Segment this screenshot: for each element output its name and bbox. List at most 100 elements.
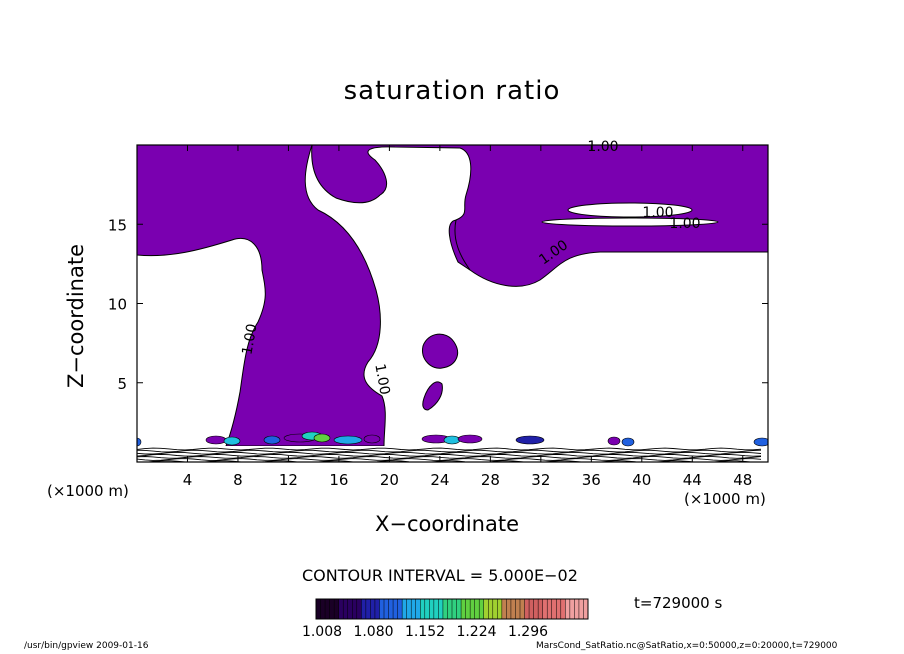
surface-contour-line — [137, 451, 762, 455]
plot-area — [137, 145, 768, 462]
colorbar-swatch — [424, 599, 430, 619]
colorbar-swatch — [470, 599, 476, 619]
colorbar-swatch — [569, 599, 575, 619]
colorbar-swatch — [388, 599, 394, 619]
contour-label: 1.00 — [371, 363, 392, 396]
colorbar-swatch — [384, 599, 389, 619]
colorbar-swatch — [515, 599, 521, 619]
colorbar-swatch — [565, 599, 571, 619]
colorbar-swatch — [483, 599, 489, 619]
colorbar-swatch — [347, 599, 353, 619]
x-axis: 4 8 12 16 20 24 28 32 36 40 44 48 — [183, 145, 752, 489]
colorbar-swatch — [352, 599, 358, 619]
colorbar-swatch — [578, 599, 584, 619]
x-tick-label: 24 — [430, 471, 449, 489]
colorbar-swatch — [551, 599, 557, 619]
x-tick-label: 48 — [733, 471, 752, 489]
colorbar-tick-label: 1.008 — [302, 624, 342, 640]
colorbar-swatch — [370, 599, 376, 619]
colorbar-swatch — [415, 599, 421, 619]
x-unit-label-right: (×1000 m) — [684, 490, 766, 508]
surface-blob — [333, 435, 363, 445]
time-label: t=729000 s — [634, 594, 723, 612]
x-tick-label: 8 — [233, 471, 243, 489]
colorbar-swatch — [320, 599, 326, 619]
surface-blob — [263, 435, 281, 445]
y-tick-label: 5 — [117, 375, 127, 393]
surface-contour-line — [137, 460, 760, 462]
colorbar-swatch — [488, 599, 494, 619]
colorbar-swatch — [356, 599, 362, 619]
x-tick-label: 40 — [632, 471, 651, 489]
surface-blob — [515, 435, 545, 445]
colorbar-swatch — [465, 599, 471, 619]
surface-contour-bands — [137, 431, 768, 462]
colorbar-swatch — [379, 599, 385, 619]
colorbar-swatch — [529, 599, 534, 619]
colorbar-swatch — [542, 599, 548, 619]
colorbar-swatch — [533, 599, 539, 619]
unsaturated-lens-lower — [541, 217, 719, 227]
contour-interval-text: CONTOUR INTERVAL = 5.000E−02 — [302, 566, 578, 585]
colorbar-swatch — [447, 599, 453, 619]
colorbar-swatch — [438, 599, 444, 619]
colorbar-swatch — [497, 599, 503, 619]
colorbar-swatch — [520, 599, 525, 619]
colorbar-swatch — [492, 599, 498, 619]
colorbar-swatch — [538, 599, 544, 619]
surface-blob — [223, 436, 241, 446]
surface-contour-line — [137, 456, 762, 459]
colorbar-swatch — [461, 599, 466, 619]
saturation-fill-region-5 — [422, 381, 443, 411]
colorbar-tick-label: 1.152 — [405, 624, 445, 640]
surface-blob — [443, 435, 461, 445]
contour-label: 1.00 — [669, 216, 700, 232]
colorbar-tick-label: 1.296 — [508, 624, 548, 640]
colorbar-swatch — [397, 599, 403, 619]
colorbar-swatch — [420, 599, 426, 619]
colorbar: 1.008 1.080 1.152 1.224 1.296 — [302, 598, 589, 640]
surface-contour-line — [137, 458, 762, 461]
y-tick-label: 15 — [108, 216, 127, 234]
surface-blob — [363, 434, 381, 444]
colorbar-swatch — [452, 599, 457, 619]
colorbar-swatch — [329, 599, 335, 619]
colorbar-tick-label: 1.080 — [353, 624, 393, 640]
y-axis-label: Z−coordinate — [64, 244, 88, 388]
supersaturated-region — [137, 145, 768, 447]
colorbar-swatch — [334, 599, 340, 619]
chart-title: saturation ratio — [343, 76, 561, 106]
colorbar-swatch — [374, 599, 380, 619]
colorbar-swatch — [433, 599, 439, 619]
x-tick-label: 28 — [481, 471, 500, 489]
x-tick-label: 36 — [582, 471, 601, 489]
colorbar-swatch — [547, 599, 553, 619]
colorbar-swatch — [560, 599, 566, 619]
colorbar-swatch — [524, 599, 530, 619]
colorbar-swatch — [316, 599, 321, 619]
x-tick-label: 20 — [380, 471, 399, 489]
x-tick-label: 12 — [279, 471, 298, 489]
colorbar-swatch — [411, 599, 417, 619]
colorbar-swatch — [479, 599, 485, 619]
colorbar-swatch — [402, 599, 408, 619]
surface-blob — [137, 437, 142, 447]
surface-contour-line — [137, 449, 762, 453]
colorbar-swatch — [365, 599, 371, 619]
colorbar-swatch — [343, 599, 349, 619]
x-tick-label: 32 — [531, 471, 550, 489]
x-tick-label: 4 — [183, 471, 193, 489]
colorbar-swatch — [393, 599, 398, 619]
surface-contour-line — [137, 453, 762, 457]
surface-blob — [205, 435, 227, 445]
colorbar-tick-label: 1.224 — [456, 624, 496, 640]
x-tick-label: 16 — [329, 471, 348, 489]
surface-blob — [313, 433, 331, 443]
unsaturated-lens-upper — [567, 202, 693, 218]
colorbar-swatch — [583, 599, 589, 619]
contour-label: 1.00 — [642, 205, 673, 221]
colorbar-swatch — [474, 599, 480, 619]
colorbar-swatch — [510, 599, 516, 619]
x-unit-label-left: (×1000 m) — [47, 482, 129, 500]
